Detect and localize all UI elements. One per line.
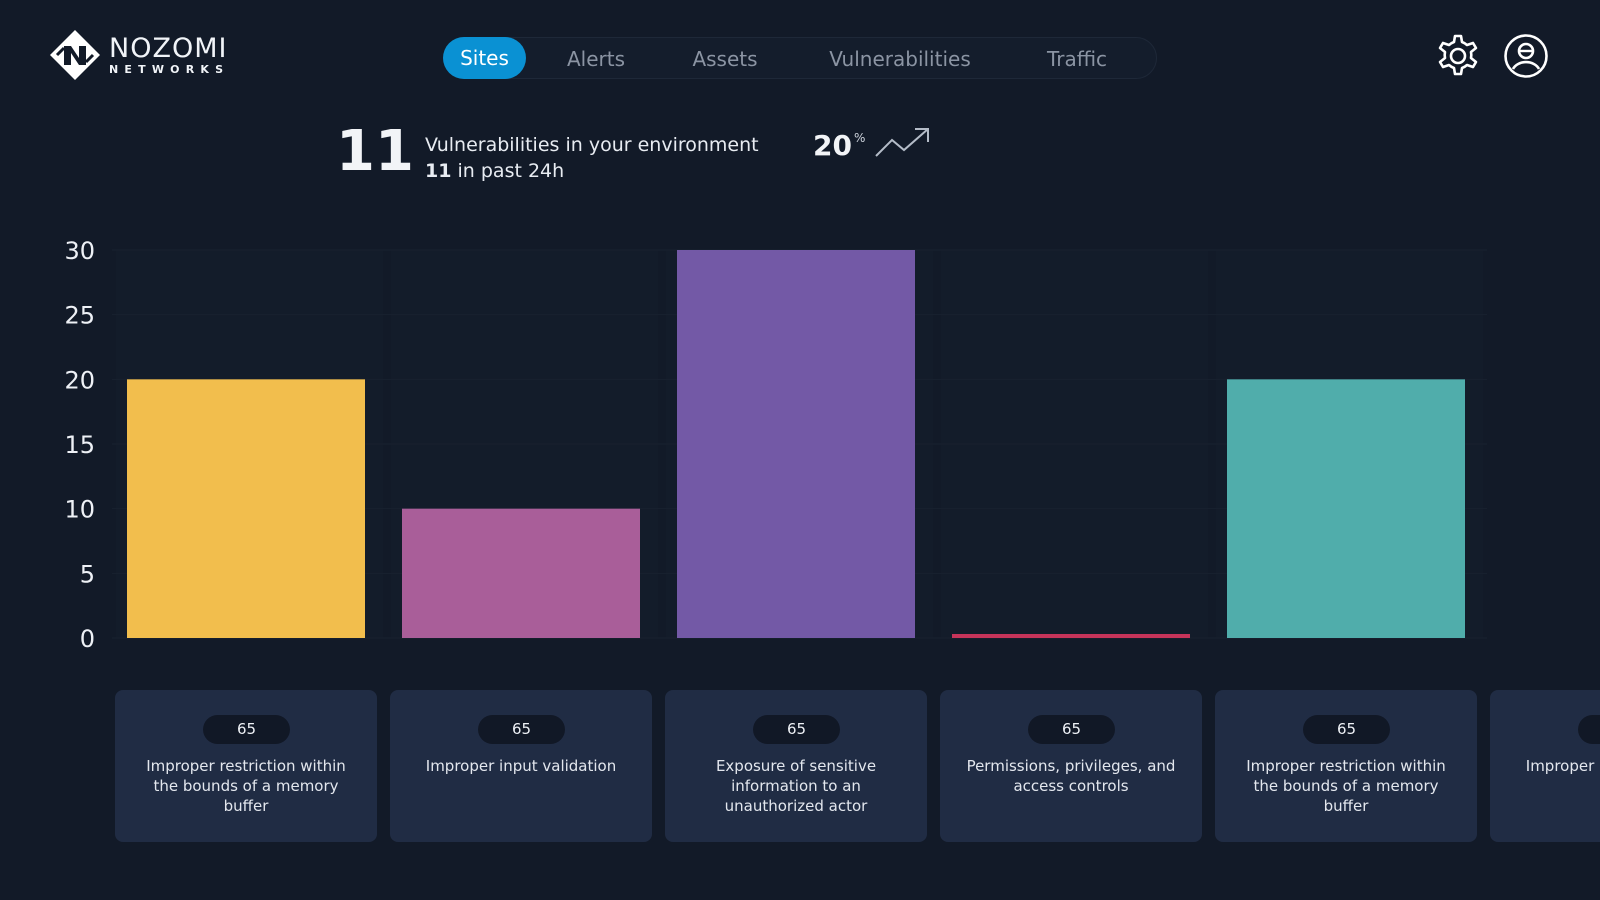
nozomi-logo[interactable]: NOZOMI NETWORKS bbox=[49, 29, 229, 81]
summary-recent: 11 in past 24h bbox=[425, 160, 564, 182]
y-tick-label: 10 bbox=[64, 496, 95, 524]
change-unit: % bbox=[853, 131, 866, 145]
tab-alerts[interactable]: Alerts bbox=[566, 47, 626, 71]
trend-up-icon bbox=[875, 128, 929, 157]
vulnerability-bar-chart: 0 5 10 15 20 25 30 bbox=[64, 237, 1465, 653]
change-percent: 20% bbox=[813, 132, 865, 160]
vulnerability-count: 11 bbox=[336, 119, 414, 184]
category-card[interactable]: 65 Improper input validation bbox=[390, 690, 652, 842]
tab-traffic[interactable]: Traffic bbox=[1046, 47, 1108, 71]
card-count-badge: 65 bbox=[753, 715, 840, 744]
card-count-badge: 65 bbox=[478, 715, 565, 744]
gear-icon bbox=[1438, 34, 1478, 76]
category-card[interactable]: 65 Permissions, privileges, and access c… bbox=[940, 690, 1202, 842]
brand-name: NOZOMI bbox=[109, 33, 228, 64]
y-tick-label: 0 bbox=[80, 625, 95, 653]
card-label: Improper input validation bbox=[1525, 757, 1600, 775]
summary-recent-count: 11 bbox=[425, 160, 452, 182]
chart-bar[interactable] bbox=[402, 508, 640, 638]
main-nav: Sites Alerts Assets Vulnerabilities Traf… bbox=[443, 37, 1157, 79]
settings-button[interactable] bbox=[1435, 33, 1481, 79]
chart-bar[interactable] bbox=[1227, 379, 1465, 638]
category-card[interactable]: 65 Exposure of sensitive information to … bbox=[665, 690, 927, 842]
category-card[interactable]: 65 Improper input validation bbox=[1490, 690, 1600, 842]
card-count-badge: 65 bbox=[1303, 715, 1390, 744]
user-avatar-icon bbox=[1504, 34, 1548, 78]
brand-subtitle: NETWORKS bbox=[109, 63, 230, 76]
card-label: Improper input validation bbox=[425, 757, 617, 775]
category-card[interactable]: 65 Improper restriction within the bound… bbox=[115, 690, 377, 842]
chart-bar[interactable] bbox=[952, 634, 1190, 638]
profile-button[interactable] bbox=[1503, 33, 1549, 79]
y-tick-label: 20 bbox=[64, 366, 95, 394]
card-label: Improper restriction within the bounds o… bbox=[1246, 757, 1446, 815]
y-tick-label: 30 bbox=[64, 237, 95, 265]
card-label: Improper restriction within the bounds o… bbox=[146, 757, 346, 815]
category-card[interactable]: 65 Improper restriction within the bound… bbox=[1215, 690, 1477, 842]
y-tick-label: 15 bbox=[64, 431, 95, 459]
summary-recent-text: in past 24h bbox=[457, 160, 565, 182]
tab-sites[interactable]: Sites bbox=[443, 37, 526, 79]
card-count-badge: 65 bbox=[1578, 715, 1600, 744]
summary-title: Vulnerabilities in your environment bbox=[425, 134, 759, 156]
card-label: Exposure of sensitive information to an … bbox=[715, 757, 877, 815]
tab-assets[interactable]: Assets bbox=[692, 47, 758, 71]
chart-bar[interactable] bbox=[677, 250, 915, 638]
y-tick-label: 5 bbox=[80, 560, 95, 588]
category-cards: 65 Improper restriction within the bound… bbox=[0, 690, 1600, 844]
tab-vulnerabilities[interactable]: Vulnerabilities bbox=[829, 47, 971, 71]
change-value: 20 bbox=[813, 129, 852, 162]
chart-bar[interactable] bbox=[127, 379, 365, 638]
y-tick-label: 25 bbox=[64, 302, 95, 330]
card-count-badge: 65 bbox=[1028, 715, 1115, 744]
card-count-badge: 65 bbox=[203, 715, 290, 744]
nozomi-logo-mark-icon bbox=[50, 30, 100, 80]
card-label: Permissions, privileges, and access cont… bbox=[966, 757, 1176, 795]
logo-wordmark: NOZOMI NETWORKS bbox=[109, 35, 229, 75]
